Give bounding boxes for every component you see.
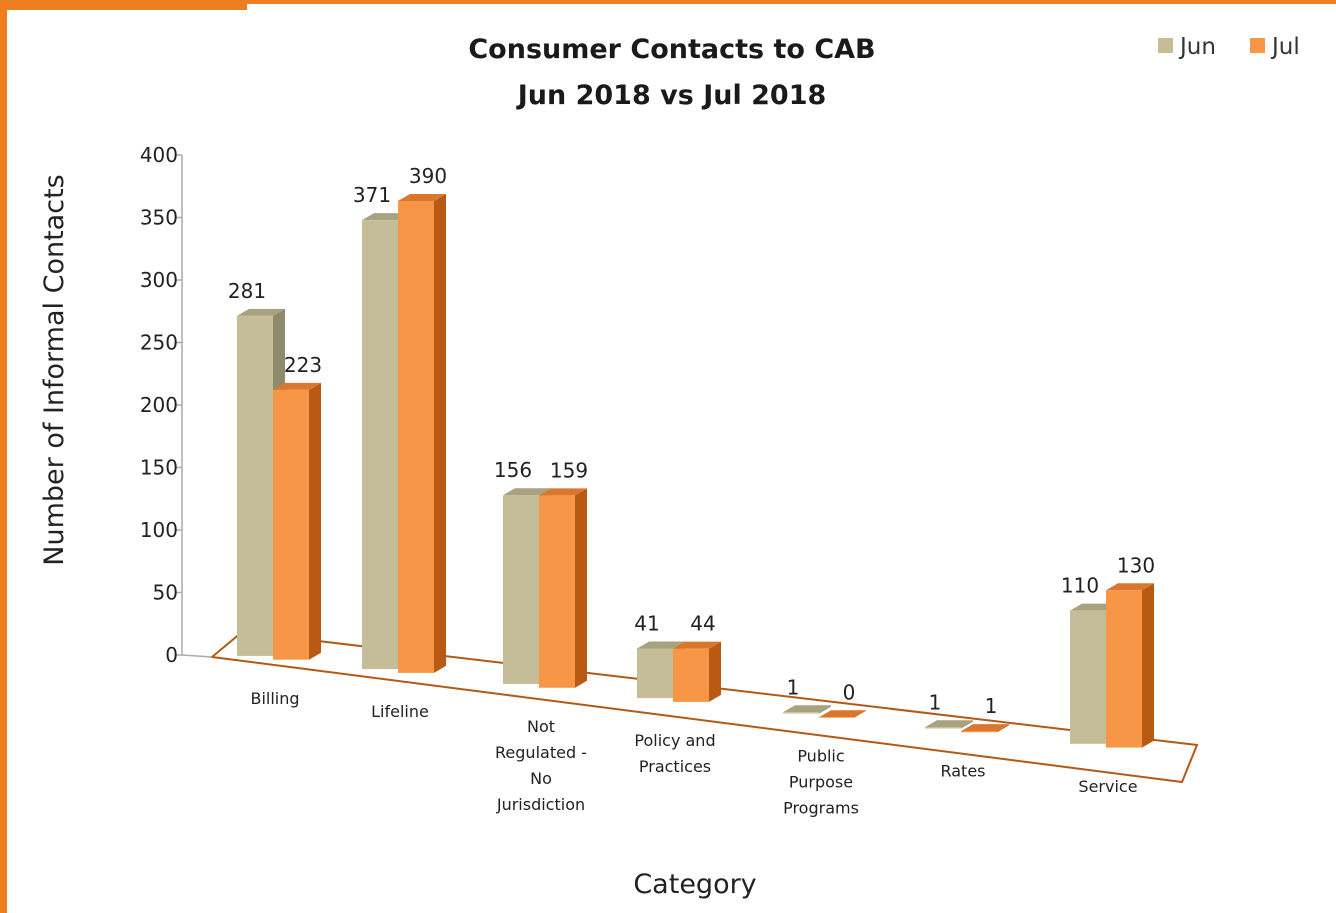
data-label-jun: 1	[929, 690, 942, 714]
category-label: Rates	[940, 762, 985, 781]
bar-jul	[961, 731, 997, 733]
bar-top-jul	[398, 193, 446, 201]
bar-top-jun	[503, 488, 551, 496]
bar-top-jun	[783, 705, 831, 713]
bar-top-jul	[539, 488, 587, 496]
bar-jun	[1070, 610, 1106, 744]
data-label-jul: 223	[284, 353, 322, 377]
legend-label-jul: Jul	[1270, 34, 1300, 60]
bar-top-jul	[273, 382, 321, 390]
bar-jul	[539, 495, 575, 688]
bar-top-jun	[925, 720, 973, 728]
data-label-jun: 371	[353, 183, 391, 207]
data-label-jul: 390	[409, 164, 447, 188]
y-axis-depth-line	[181, 654, 213, 658]
category-label: Public Purpose Programs	[783, 747, 859, 818]
chart-title: Consumer Contacts to CAB	[468, 34, 875, 65]
accent-strip	[7, 4, 247, 10]
bar-side-jul	[309, 382, 321, 660]
bar-jul	[273, 389, 309, 660]
data-label-jun: 156	[494, 458, 532, 482]
data-label-jul: 0	[843, 680, 856, 704]
bar-side-jun	[819, 705, 831, 714]
bar-top-jul	[673, 641, 721, 649]
bar-jul	[673, 648, 709, 702]
legend-label-jun: Jun	[1178, 34, 1216, 60]
y-tick-label: 400	[140, 143, 178, 167]
category-label: Billing	[250, 689, 299, 708]
bar-jun	[503, 495, 539, 684]
bar-top-jun	[237, 308, 285, 316]
legend-swatch-jul	[1250, 38, 1265, 53]
bar-jun	[925, 727, 961, 729]
data-label-jul: 130	[1117, 553, 1155, 577]
y-tick-label: 200	[140, 393, 178, 417]
data-label-jul: 159	[550, 458, 588, 482]
bar-jun	[783, 712, 819, 714]
y-tick-label: 300	[140, 268, 178, 292]
floor-plane	[209, 630, 1199, 784]
y-tick-label: 50	[153, 581, 178, 605]
y-tick-label: 150	[140, 456, 178, 480]
bar-top-jun	[637, 641, 685, 649]
chart-subtitle: Jun 2018 vs Jul 2018	[516, 80, 827, 111]
data-label-jun: 41	[634, 611, 659, 635]
bar-top-jul	[961, 724, 1009, 732]
legend-swatch-jun	[1158, 38, 1173, 53]
data-label-jul: 44	[690, 612, 715, 636]
bar-side-jul	[997, 724, 1009, 733]
bar-top-jul	[819, 710, 867, 718]
legend: Jun Jul	[1158, 34, 1300, 60]
bar-side-jul	[709, 641, 721, 702]
data-label-jun: 281	[228, 279, 266, 303]
bar-side-jul	[434, 193, 446, 673]
bar-side-jul	[575, 488, 587, 688]
category-label: Not Regulated -No Jurisdiction	[495, 717, 587, 814]
category-label: Lifeline	[371, 702, 429, 721]
bar-side-jul	[1142, 583, 1154, 748]
y-tick-label: 250	[140, 331, 178, 355]
bar-jul	[398, 200, 434, 673]
bar-side-jun	[961, 720, 973, 729]
x-axis-title: Category	[633, 869, 756, 900]
y-tick-label: 350	[140, 206, 178, 230]
data-label-jun: 110	[1061, 574, 1099, 598]
category-label: Policy and Practices	[634, 731, 715, 776]
y-axis-title: Number of Informal Contacts	[39, 174, 70, 565]
plot-area: 0 50 100 150 200 250 300 350 400 281 223 Billing 371…	[140, 143, 1199, 818]
bar-jul	[1106, 590, 1142, 748]
y-tick-label: 100	[140, 518, 178, 542]
bar-jun	[637, 648, 673, 699]
bar-jun	[362, 220, 398, 670]
bar-jun	[237, 315, 273, 656]
data-label-jun: 1	[787, 675, 800, 699]
bar-jul	[819, 717, 855, 718]
y-tick-label: 0	[165, 643, 178, 667]
category-label: Service	[1078, 777, 1137, 796]
data-label-jul: 1	[985, 694, 998, 718]
bar-top-jul	[1106, 583, 1154, 591]
